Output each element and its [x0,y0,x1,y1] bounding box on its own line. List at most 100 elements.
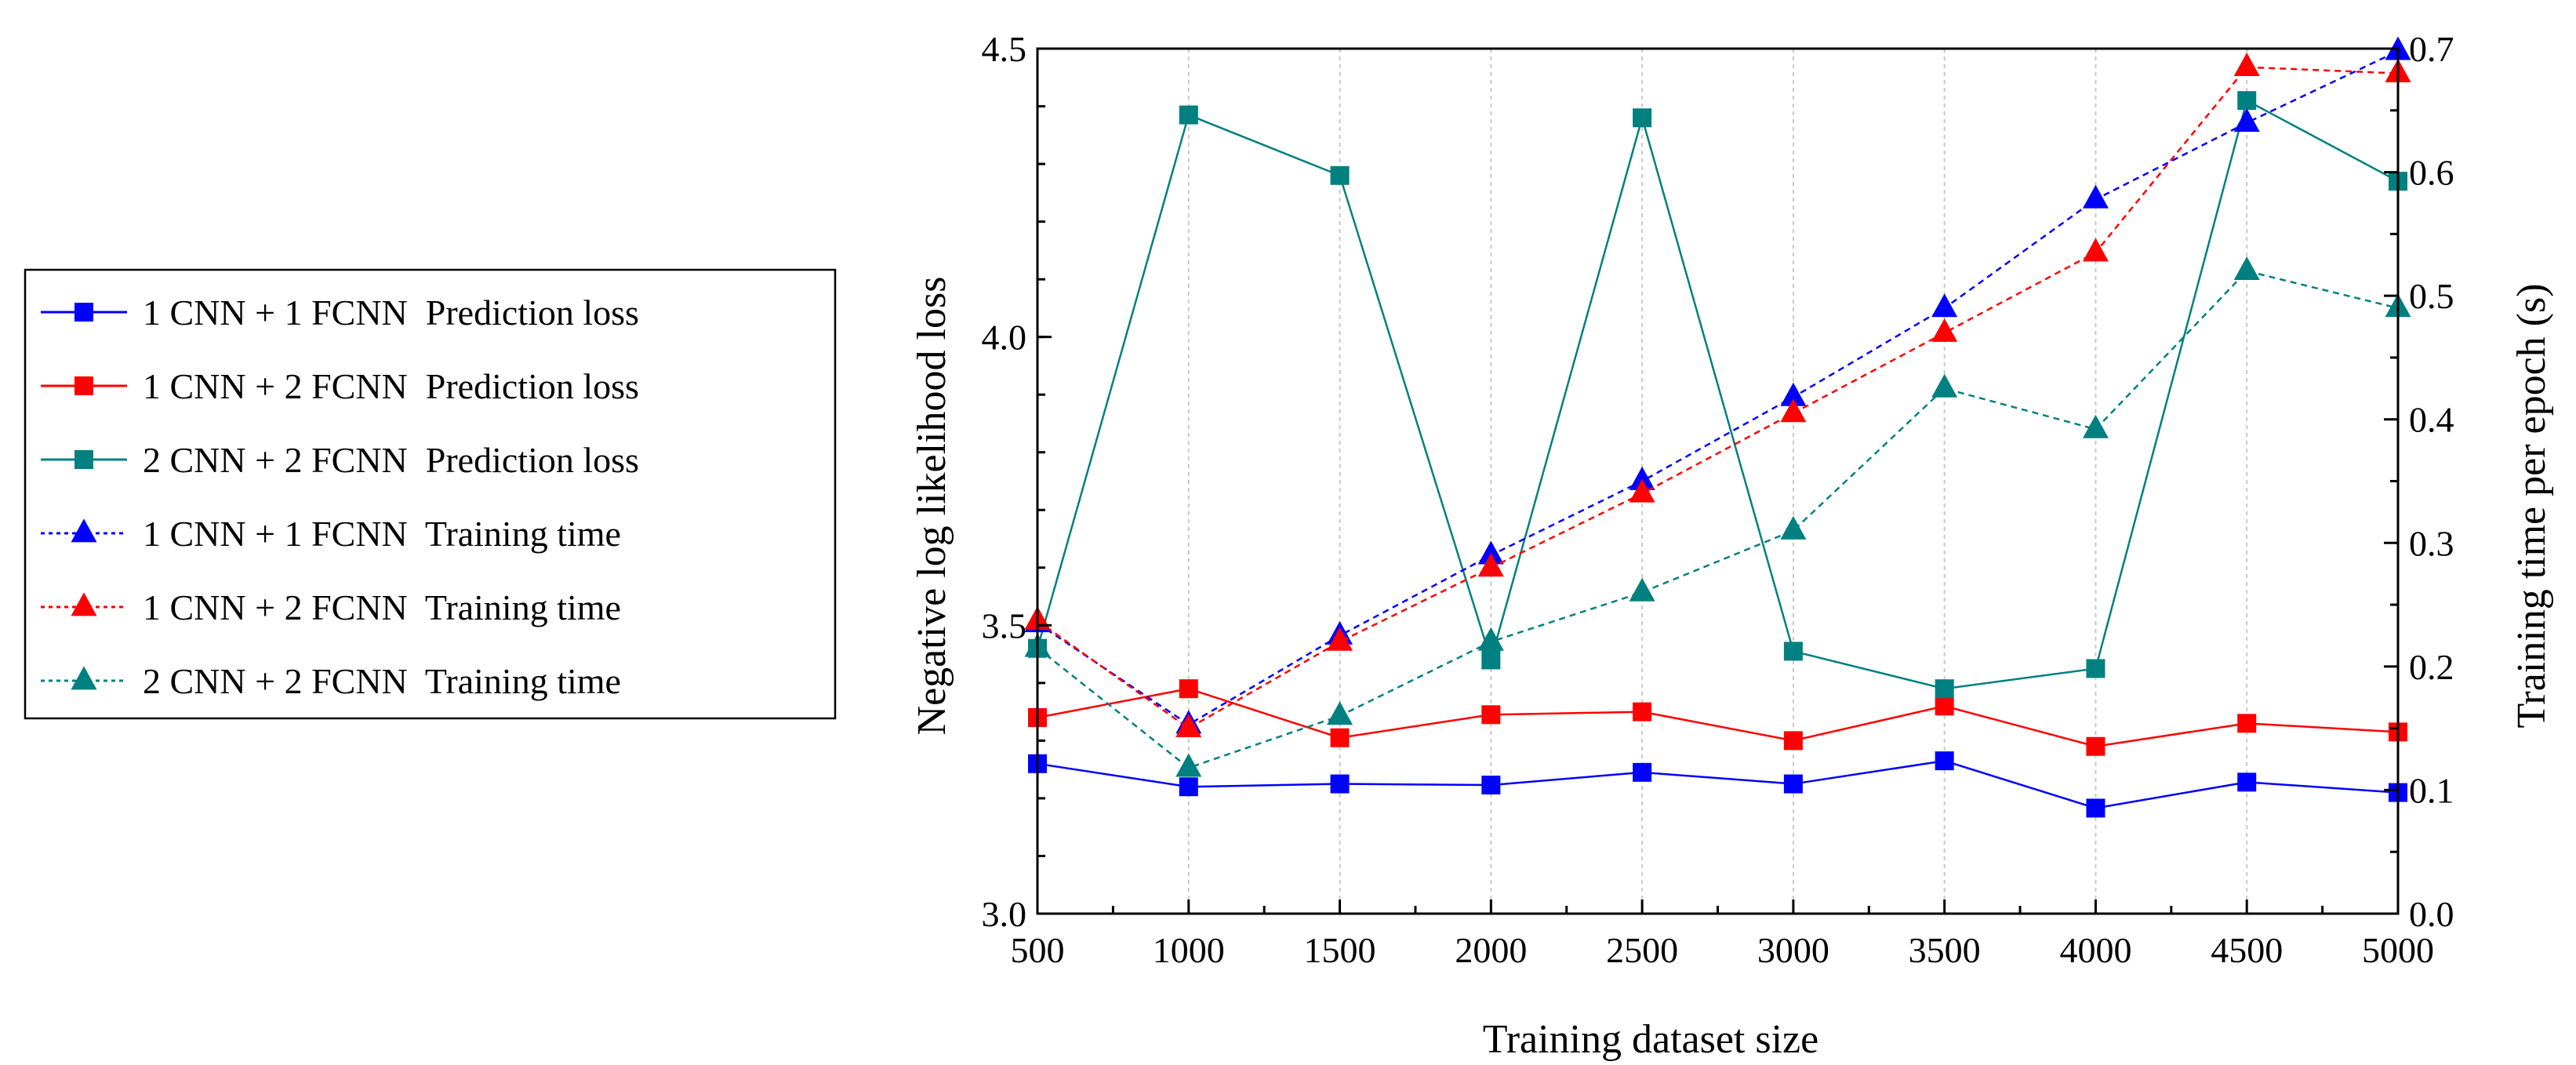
legend-marker [71,592,97,616]
series-line [1037,66,2399,730]
legend-entry: 1 CNN + 2 FCNN Training time [41,587,621,627]
square-point [1783,731,1803,751]
legend: 1 CNN + 1 FCNN Prediction loss 1 CNN + 2 … [24,268,837,720]
square-point [2237,772,2257,792]
triangle-point [2233,107,2260,132]
x-tick-label: 3500 [1909,930,1981,970]
y2-tick-label: 0.3 [2409,523,2454,563]
y2-tick-label: 0.6 [2409,153,2454,193]
legend-entry: 1 CNN + 1 FCNN Prediction loss [41,293,639,333]
legend-marker [74,450,93,469]
square-point [1633,762,1652,782]
square-point [1179,679,1198,699]
square-point [1783,642,1803,661]
x-axis-title: Training dataset size [1483,1017,1818,1062]
square-point [1481,705,1501,725]
x-tick-label: 4000 [2059,930,2131,970]
square-point [1633,108,1652,128]
triangle-point [1780,515,1807,540]
legend-entry: 1 CNN + 2 FCNN Prediction loss [41,366,639,406]
y2-tick-label: 0.1 [2409,770,2454,810]
square-point [2086,659,2105,678]
series-line [1037,687,2399,748]
y2-tick-label: 0.2 [2409,647,2454,687]
y-axis-title: Negative log likelihood loss [910,277,954,736]
square-point [1179,105,1198,125]
x-tick-label: 2000 [1455,930,1527,970]
square-point [1481,776,1501,795]
triangle-point [1175,714,1202,738]
y2-tick-label: 0.4 [2409,400,2454,440]
triangle-point [1175,753,1202,777]
triangle-point [1780,398,1807,423]
triangle-point [1629,466,1655,490]
legend-label: 2 CNN + 2 FCNN Training time [143,661,621,701]
triangle-point [1477,553,1504,577]
series-line [1037,270,2399,769]
legend-entry: 1 CNN + 1 FCNN Training time [41,514,621,554]
triangle-point [1327,627,1353,651]
triangle-point [2082,184,2109,209]
square-point [1935,696,1954,716]
triangle-point [1477,627,1504,651]
triangle-point [1780,382,1807,406]
y2-axis-title: Training time per epoch (s) [2509,283,2554,728]
legend-entry: 2 CNN + 2 FCNN Prediction loss [41,440,639,480]
legend-marker [74,303,93,322]
triangle-point [1931,293,1958,318]
square-point [1179,777,1198,797]
ticks-layer: 500 1000 1500 2000 2500 3000 3500 4000 4500 5000 3… [982,29,2454,970]
series-2 [1028,679,2407,756]
square-point [1783,774,1803,794]
legend-box [24,268,837,720]
legend-label: 1 CNN + 2 FCNN Prediction loss [143,366,639,406]
series-line [1037,759,2399,809]
triangle-point [1629,478,1655,503]
legend-entry: 2 CNN + 2 FCNN Training time [41,661,621,701]
y-tick-label: 3.0 [982,894,1027,934]
series-5 [1024,53,2411,738]
legend-marker [71,666,97,690]
series-line [1036,99,2399,690]
series-layer [1024,36,2411,818]
y-tick-label: 4.5 [982,29,1027,69]
series-1 [1028,751,2407,818]
triangle-point [2233,53,2260,77]
series-line [1037,50,2399,726]
square-point [1935,679,1954,699]
x-tick-label: 3000 [1757,930,1829,970]
y-tick-label: 3.5 [982,605,1027,645]
x-tick-label: 2500 [1606,930,1678,970]
square-point [1330,728,1350,747]
y-tick-label: 4.0 [982,318,1027,358]
legend-label: 1 CNN + 1 FCNN Prediction loss [143,293,639,333]
square-point [1330,165,1350,185]
y2-tick-label: 0.5 [2409,276,2454,316]
legend-label: 1 CNN + 1 FCNN Training time [143,514,621,554]
legend-items: 1 CNN + 1 FCNN Prediction loss 1 CNN + 2 … [41,293,639,701]
square-point [1330,774,1350,794]
triangle-point [2233,256,2260,281]
y2-tick-label: 0.7 [2409,29,2454,69]
square-point [1935,751,1954,771]
square-point [1633,702,1652,722]
series-3 [1028,91,2407,699]
square-point [2237,714,2257,733]
legend-marker [74,376,93,395]
plot-frame [1036,47,2400,915]
triangle-point [2082,238,2109,262]
triangle-point [1931,318,1958,342]
legend-marker [71,518,97,543]
triangle-point [1629,577,1655,602]
legend-label: 2 CNN + 2 FCNN Prediction loss [143,440,639,480]
square-point [2086,798,2105,818]
triangle-point [1477,540,1504,565]
x-tick-label: 1000 [1153,930,1225,970]
triangle-point [2082,414,2109,438]
square-point [2237,91,2257,111]
axes-layer [1036,47,2400,915]
square-point [2086,736,2105,756]
x-tick-label: 1500 [1304,930,1376,970]
square-point [1481,650,1501,670]
